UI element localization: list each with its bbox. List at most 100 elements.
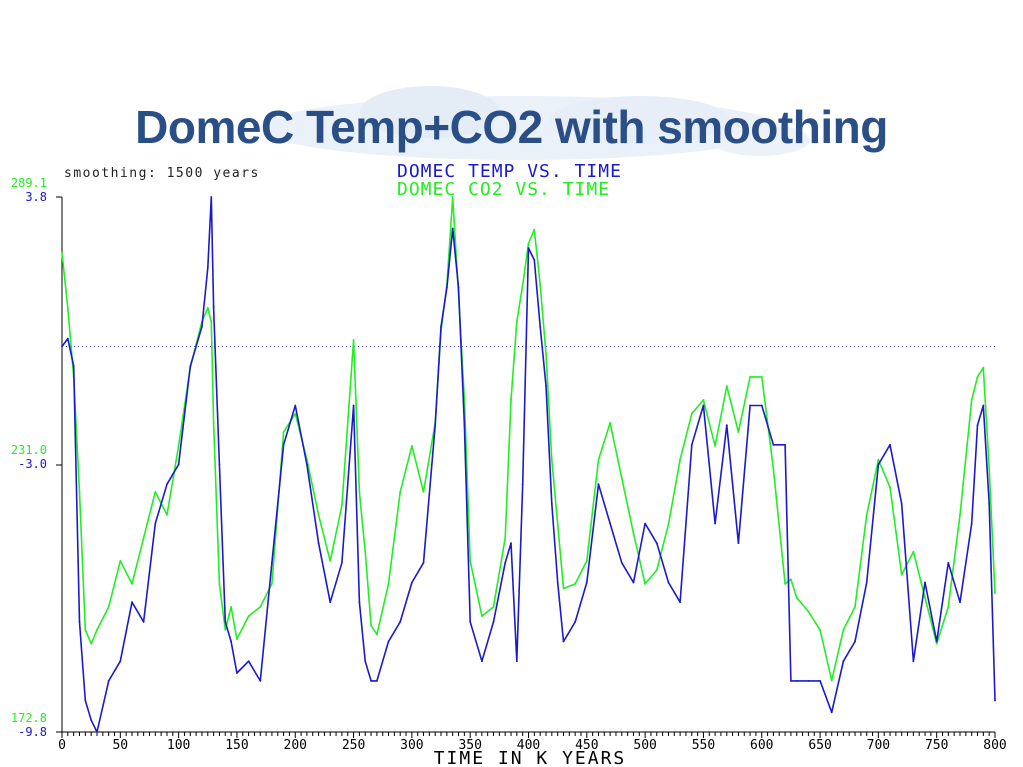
data-point-temp [655, 542, 658, 545]
data-point-temp [434, 424, 437, 427]
data-point-temp [457, 286, 460, 289]
data-point-co2 [282, 431, 285, 433]
data-point-temp [131, 601, 133, 604]
x-tick-label: 50 [112, 738, 128, 753]
data-point-co2 [387, 582, 390, 585]
data-point-co2 [737, 431, 740, 433]
data-point-temp [90, 719, 93, 722]
data-point-co2 [533, 228, 536, 231]
data-point-co2 [451, 196, 454, 198]
data-point-temp [119, 660, 122, 663]
x-tick-label: 500 [633, 738, 656, 753]
data-point-temp [61, 345, 63, 348]
data-point-co2 [690, 412, 693, 415]
data-point-co2 [271, 582, 273, 585]
data-point-co2 [760, 375, 763, 378]
slide-title: DomeC Temp+CO2 with smoothing [135, 101, 888, 153]
data-point-temp [451, 227, 454, 230]
data-point-co2 [230, 605, 233, 608]
data-point-temp [154, 522, 157, 525]
data-point-co2 [976, 375, 979, 378]
data-point-temp [492, 620, 495, 623]
data-point-co2 [912, 550, 915, 553]
data-point-co2 [790, 578, 792, 581]
data-point-co2 [212, 421, 215, 424]
data-point-temp [210, 196, 213, 198]
data-point-temp [533, 259, 536, 261]
data-point-co2 [667, 523, 670, 525]
data-point-co2 [947, 605, 950, 608]
data-point-co2 [480, 615, 483, 617]
data-point-temp [982, 404, 985, 407]
data-point-temp [410, 581, 413, 584]
data-point-temp [784, 443, 786, 446]
data-point-co2 [364, 550, 367, 553]
data-point-co2 [527, 242, 530, 245]
data-point-temp [521, 483, 524, 486]
data-point-temp [912, 660, 915, 663]
data-point-co2 [375, 633, 378, 636]
data-point-temp [306, 463, 308, 466]
data-point-co2 [749, 375, 751, 378]
data-point-temp [317, 542, 320, 545]
data-point-co2 [154, 490, 157, 493]
data-point-co2 [784, 582, 786, 585]
data-point-temp [819, 679, 821, 682]
data-point-co2 [410, 444, 413, 447]
data-point-temp [440, 325, 442, 328]
data-point-temp [790, 679, 792, 682]
data-point-temp [970, 522, 973, 525]
data-point-temp [865, 581, 868, 584]
data-point-co2 [725, 385, 728, 387]
data-point-temp [924, 581, 926, 584]
data-point-co2 [889, 486, 891, 489]
data-point-co2 [562, 587, 565, 590]
x-tick-label: 350 [458, 738, 481, 753]
data-point-temp [236, 672, 238, 674]
data-point-co2 [84, 628, 87, 631]
data-point-co2 [329, 559, 332, 562]
co2-axis-label-bottom: 172.8 [11, 711, 47, 725]
data-point-temp [247, 660, 250, 663]
data-point-co2 [574, 582, 577, 585]
data-point-temp [527, 247, 530, 250]
data-point-temp [375, 679, 378, 682]
data-point-co2 [224, 628, 227, 631]
data-point-temp [294, 404, 297, 407]
data-point-co2 [714, 444, 716, 447]
x-tick-label: 600 [750, 738, 773, 753]
data-point-co2 [819, 628, 821, 631]
data-point-temp [218, 463, 221, 466]
series-line-temp [61, 196, 996, 733]
smoothing-label: smoothing: 1500 years [64, 166, 260, 181]
data-point-temp [562, 640, 565, 643]
chart-axes [56, 196, 996, 738]
data-point-temp [358, 601, 361, 604]
data-point-temp [206, 266, 209, 269]
data-point-temp [66, 337, 69, 340]
data-point-temp [545, 384, 547, 387]
data-point-temp [504, 561, 507, 564]
co2-axis-label-mid: 231.0 [11, 443, 47, 457]
data-point-temp [690, 443, 693, 446]
data-point-temp [469, 620, 472, 623]
data-point-co2 [924, 596, 926, 599]
data-point-co2 [772, 467, 775, 470]
data-point-temp [387, 640, 390, 643]
data-point-temp [352, 404, 355, 407]
data-point-co2 [539, 283, 542, 286]
data-point-co2 [556, 523, 559, 525]
data-point-co2 [131, 582, 133, 585]
temp-axis-label-top: 3.8 [25, 190, 47, 204]
data-point-co2 [61, 251, 63, 254]
data-point-temp [620, 561, 623, 564]
data-point-temp [341, 561, 343, 564]
data-point-temp [230, 640, 233, 643]
data-point-co2 [609, 421, 612, 424]
data-point-temp [364, 660, 367, 663]
x-tick-label: 700 [867, 738, 890, 753]
data-point-temp [988, 502, 991, 505]
data-point-temp [445, 286, 448, 289]
data-point-temp [515, 660, 518, 663]
data-point-co2 [865, 513, 868, 516]
